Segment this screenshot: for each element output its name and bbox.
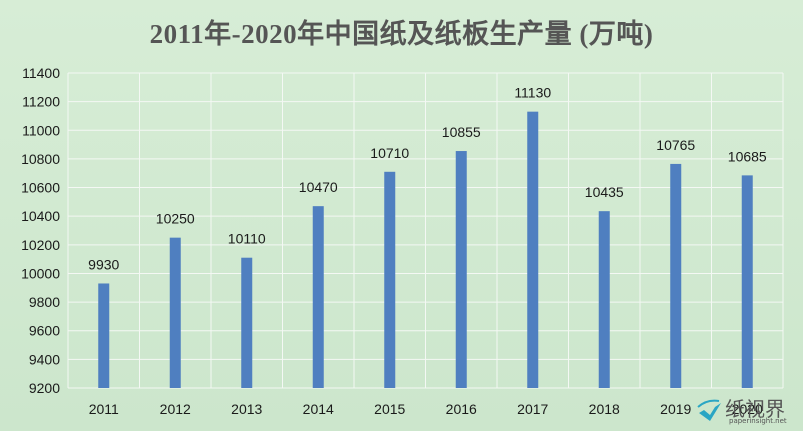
y-tick-label: 9800 bbox=[29, 294, 60, 310]
y-tick-label: 9400 bbox=[29, 351, 60, 367]
y-tick-label: 9200 bbox=[29, 380, 60, 396]
data-labels: 9930 10250 10110 10470 10710 10855 11130 10435 1… bbox=[88, 85, 767, 273]
bar-2018 bbox=[598, 211, 610, 388]
y-tick-label: 11400 bbox=[22, 65, 60, 81]
data-label-2018: 10435 bbox=[585, 184, 624, 200]
x-tick-label-2017: 2017 bbox=[517, 401, 548, 417]
data-label-2012: 10250 bbox=[156, 211, 195, 227]
bar-2011 bbox=[98, 283, 110, 388]
watermark-url: paperinsight.net bbox=[729, 417, 787, 425]
bar-2013 bbox=[241, 257, 253, 388]
y-tick-label: 10800 bbox=[21, 151, 60, 167]
x-tick-label-2018: 2018 bbox=[589, 401, 620, 417]
y-tick-label: 10000 bbox=[21, 265, 60, 281]
bar-2016 bbox=[455, 151, 467, 388]
x-tick-label-2012: 2012 bbox=[160, 401, 191, 417]
gridlines bbox=[67, 72, 784, 389]
x-tick-label-2020: 2020 bbox=[732, 401, 763, 417]
bar-2012 bbox=[169, 237, 181, 388]
bar-2020 bbox=[741, 175, 753, 388]
data-label-2014: 10470 bbox=[299, 179, 338, 195]
x-tick-label-2013: 2013 bbox=[231, 401, 262, 417]
chart-title: 2011年-2020年中国纸及纸板生产量 (万吨) bbox=[149, 19, 654, 49]
data-label-2020: 10685 bbox=[728, 148, 767, 164]
y-tick-label: 10600 bbox=[21, 180, 60, 196]
bar-2014 bbox=[312, 206, 324, 388]
x-tick-label-2011: 2011 bbox=[89, 401, 119, 417]
watermark-brand: 纸视界 bbox=[725, 397, 785, 421]
x-tick-label-2019: 2019 bbox=[660, 401, 691, 417]
brand-logo-icon bbox=[697, 399, 721, 421]
x-tick-label-2015: 2015 bbox=[374, 401, 405, 417]
bars bbox=[98, 111, 753, 388]
y-tick-label: 11000 bbox=[22, 122, 60, 138]
data-label-2013: 10110 bbox=[228, 231, 266, 247]
bar-2015 bbox=[384, 171, 396, 388]
y-tick-label: 9600 bbox=[29, 323, 60, 339]
x-axis-ticks: 2011 2012 2013 2014 2015 2016 2017 2018 2019 2020 bbox=[89, 401, 763, 417]
data-label-2011: 9930 bbox=[88, 256, 119, 272]
x-tick-label-2016: 2016 bbox=[446, 401, 477, 417]
y-tick-label: 10400 bbox=[21, 208, 60, 224]
data-label-2017: 11130 bbox=[514, 85, 551, 101]
data-label-2016: 10855 bbox=[442, 124, 481, 140]
y-tick-label: 11200 bbox=[22, 94, 60, 110]
y-tick-label: 10200 bbox=[21, 237, 60, 253]
y-axis-ticks: 9200 9400 9600 9800 10000 10200 10400 10600 1080… bbox=[21, 65, 60, 396]
data-label-2019: 10765 bbox=[656, 137, 695, 153]
x-tick-label-2014: 2014 bbox=[303, 401, 334, 417]
data-label-2015: 10710 bbox=[370, 145, 409, 161]
watermark: 纸视界 paperinsight.net bbox=[695, 393, 795, 427]
bar-2017 bbox=[527, 111, 539, 388]
bar-2019 bbox=[670, 163, 682, 388]
